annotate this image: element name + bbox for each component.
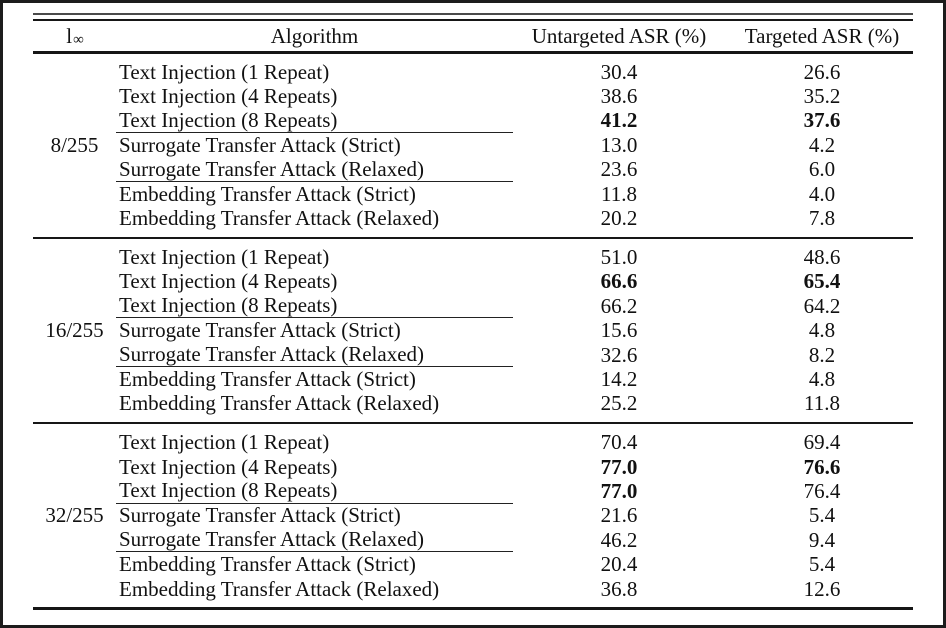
untargeted-value: 25.2: [600, 391, 638, 416]
algorithm-cell: Text Injection (4 Repeats): [119, 454, 338, 479]
untargeted-value: 41.2: [600, 108, 638, 133]
targeted-value: 11.8: [804, 391, 840, 416]
algorithm-cell: Text Injection (8 Repeats): [116, 479, 513, 504]
eps-group-32-255: 32/255 Text Injection (1 Repeat) 70.4 69…: [33, 424, 913, 607]
untargeted-value: 77.0: [600, 479, 638, 503]
untargeted-column-header: Untargeted ASR (%): [531, 23, 707, 48]
algorithm-cell: Text Injection (4 Repeats): [119, 269, 338, 294]
untargeted-value: 11.8: [601, 181, 637, 206]
targeted-value: 5.4: [808, 503, 836, 528]
algorithm-cell: Surrogate Transfer Attack (Relaxed): [116, 528, 513, 553]
algorithm-cell: Text Injection (8 Repeats): [116, 109, 513, 134]
targeted-value: 76.6: [803, 454, 841, 479]
algorithm-cell: Surrogate Transfer Attack (Strict): [119, 318, 401, 343]
eps-group-16-255: 16/255 Text Injection (1 Repeat) 51.0 48…: [33, 239, 913, 422]
targeted-value: 4.8: [808, 367, 836, 391]
epsilon-label: 8/255: [50, 132, 99, 157]
algorithm-cell: Embedding Transfer Attack (Strict): [119, 367, 416, 391]
algorithm-cell: Text Injection (1 Repeat): [119, 60, 330, 84]
untargeted-value: 14.2: [600, 367, 638, 391]
norm-column-header: l ∞: [66, 23, 84, 48]
targeted-value: 26.6: [803, 60, 841, 84]
targeted-value: 9.4: [808, 528, 836, 552]
targeted-value: 4.2: [808, 133, 836, 157]
untargeted-value: 46.2: [600, 528, 638, 552]
untargeted-value: 32.6: [600, 342, 638, 367]
bottom-rule: [33, 607, 913, 611]
targeted-value: 76.4: [803, 479, 841, 503]
untargeted-value: 36.8: [600, 576, 638, 601]
untargeted-value: 70.4: [600, 430, 638, 455]
group-separator-rule: [33, 236, 913, 240]
untargeted-value: 77.0: [600, 454, 638, 479]
algorithm-cell: Text Injection (1 Repeat): [119, 430, 330, 455]
algorithm-cell: Embedding Transfer Attack (Strict): [119, 181, 416, 206]
targeted-value: 37.6: [803, 108, 841, 133]
targeted-value: 69.4: [803, 430, 841, 455]
algorithm-cell: Surrogate Transfer Attack (Strict): [119, 503, 401, 528]
untargeted-value: 13.0: [600, 133, 638, 157]
untargeted-value: 23.6: [600, 157, 638, 182]
untargeted-value: 20.4: [600, 552, 638, 577]
algorithm-cell: Embedding Transfer Attack (Relaxed): [119, 206, 440, 231]
algorithm-cell: Text Injection (8 Repeats): [116, 294, 513, 319]
algorithm-cell: Embedding Transfer Attack (Strict): [119, 552, 416, 577]
targeted-value: 48.6: [803, 245, 841, 269]
untargeted-value: 30.4: [600, 60, 638, 84]
targeted-value: 8.2: [808, 342, 836, 367]
targeted-value: 6.0: [808, 157, 836, 182]
algorithm-cell: Text Injection (1 Repeat): [119, 245, 330, 269]
untargeted-value: 15.6: [600, 318, 638, 343]
targeted-value: 4.8: [808, 318, 836, 343]
algorithm-cell: Surrogate Transfer Attack (Relaxed): [116, 343, 513, 368]
untargeted-value: 51.0: [600, 245, 638, 269]
untargeted-value: 38.6: [600, 84, 638, 109]
targeted-value: 12.6: [803, 576, 841, 601]
header-rule: [33, 51, 913, 54]
algorithm-cell: Embedding Transfer Attack (Relaxed): [119, 576, 440, 601]
eps-group-8-255: 8/255 Text Injection (1 Repeat) 30.4 26.…: [33, 54, 913, 237]
top-rule-inner: [33, 18, 913, 21]
targeted-value: 4.0: [808, 181, 836, 206]
epsilon-label: 16/255: [45, 318, 104, 343]
targeted-value: 35.2: [803, 84, 841, 109]
untargeted-value: 21.6: [600, 503, 638, 528]
header-row: l ∞ Algorithm Untargeted ASR (%) Targeted…: [33, 21, 913, 51]
untargeted-value: 66.2: [600, 294, 638, 318]
untargeted-value: 20.2: [600, 206, 638, 231]
algorithm-cell: Surrogate Transfer Attack (Strict): [119, 133, 401, 157]
epsilon-label: 32/255: [45, 503, 104, 528]
algorithm-column-header: Algorithm: [270, 23, 359, 48]
targeted-value: 65.4: [803, 269, 841, 294]
targeted-value: 7.8: [808, 206, 836, 231]
targeted-value: 64.2: [803, 294, 841, 318]
algorithm-cell: Text Injection (4 Repeats): [119, 84, 338, 109]
untargeted-value: 66.6: [600, 269, 638, 294]
group-separator-rule: [33, 421, 913, 425]
targeted-column-header: Targeted ASR (%): [744, 23, 900, 48]
algorithm-cell: Embedding Transfer Attack (Relaxed): [119, 391, 440, 416]
targeted-value: 5.4: [808, 552, 836, 577]
algorithm-cell: Surrogate Transfer Attack (Relaxed): [116, 158, 513, 182]
top-rule-outer: [33, 13, 913, 15]
results-table: l ∞ Algorithm Untargeted ASR (%) Targeted…: [33, 3, 913, 611]
